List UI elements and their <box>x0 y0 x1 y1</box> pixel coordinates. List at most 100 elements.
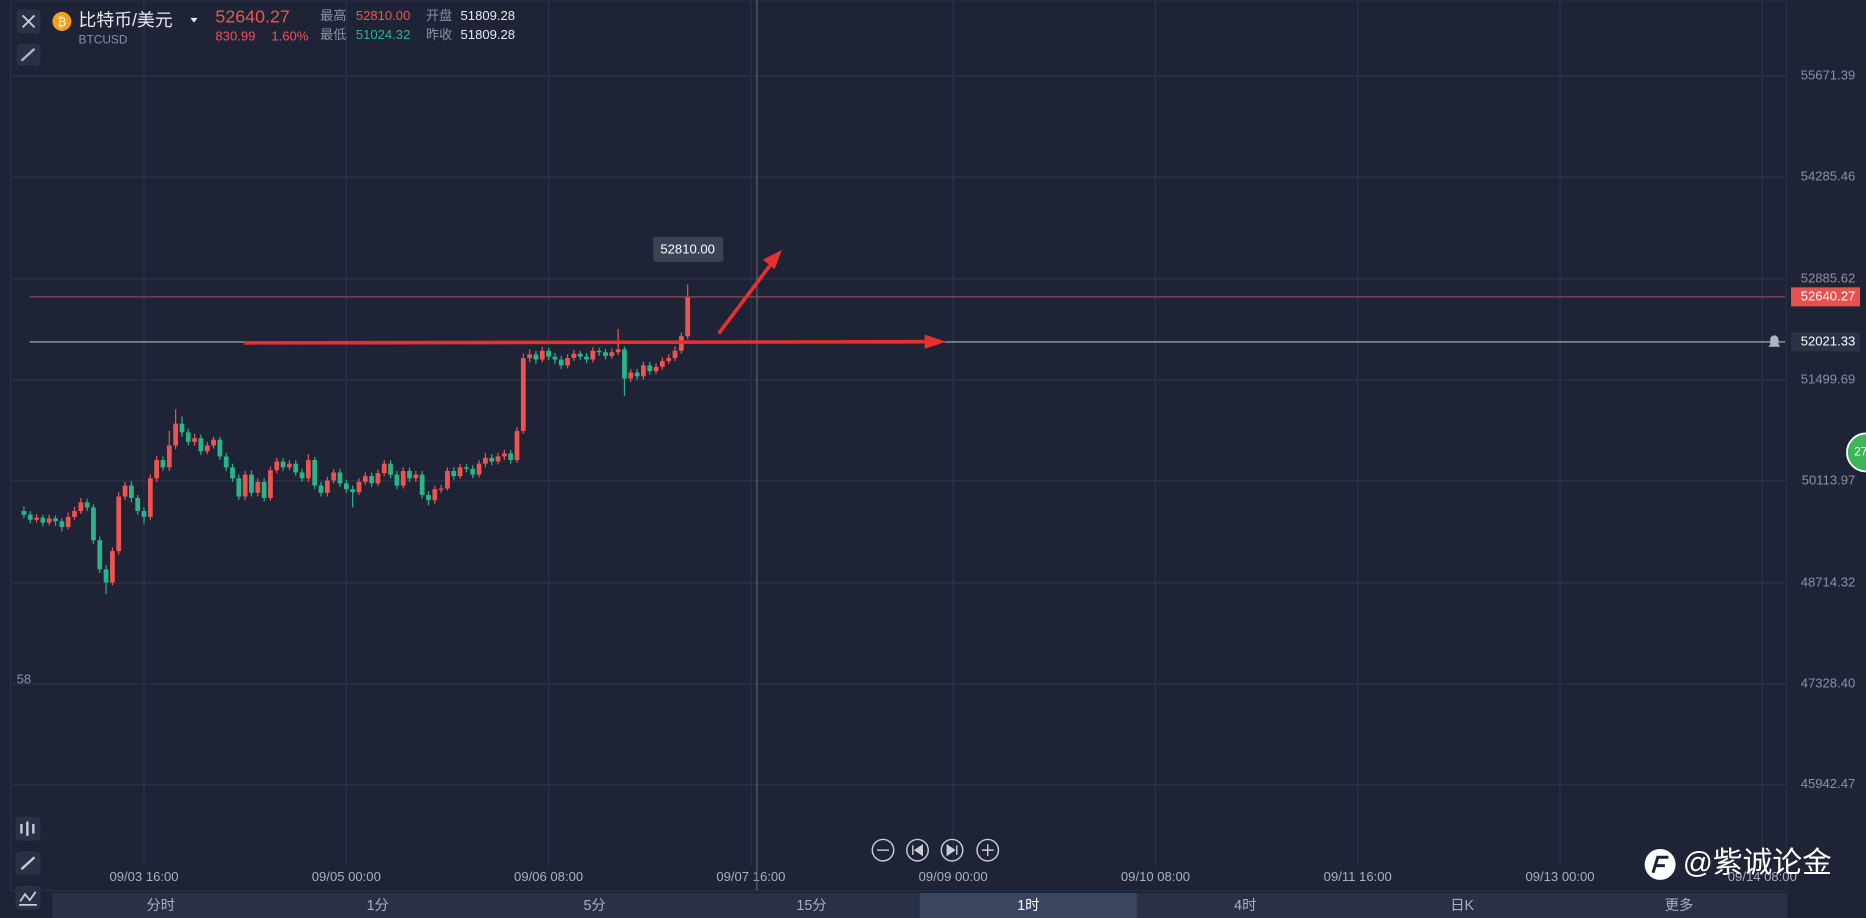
x-tick-label: 09/05 00:00 <box>312 869 381 884</box>
candle-body <box>268 470 273 498</box>
price-label: 52640.27 <box>1801 288 1856 303</box>
price-label: 52021.33 <box>1801 333 1856 348</box>
badge[interactable] <box>1846 432 1866 473</box>
candle-body <box>508 453 514 461</box>
icon <box>912 844 924 857</box>
y-tick-label: 50113.97 <box>1802 472 1856 487</box>
tab-label: 日K <box>1450 898 1474 914</box>
candle-body <box>660 360 665 367</box>
y-tick-label: 54285.46 <box>1801 168 1856 183</box>
candle-body <box>369 476 374 484</box>
candle-body <box>72 511 77 517</box>
candle-body <box>40 517 46 523</box>
annotation-arrows <box>243 250 947 349</box>
grid: 45942.47 47328.40 48714.32 50113.97 51499.69… <box>11 0 1856 884</box>
tool-icon <box>20 856 36 871</box>
candle-body <box>173 423 179 446</box>
candle-body <box>27 514 33 520</box>
stat-label: 开盘 <box>426 7 452 23</box>
x-tick-label: 09/07 16:00 <box>716 869 785 884</box>
candle-body <box>464 467 469 469</box>
candle-body <box>394 474 400 486</box>
alert-bell <box>1768 335 1781 347</box>
candle-body <box>381 463 387 474</box>
candle-body <box>615 349 621 353</box>
candle-body <box>350 489 356 493</box>
y-tick-label: 47328.40 <box>1801 675 1856 690</box>
candle-body <box>34 517 39 520</box>
candle-body <box>324 480 330 493</box>
dropdown-icon[interactable] <box>190 17 198 23</box>
candle-body <box>343 483 349 490</box>
stat-label: 昨收 <box>426 27 452 42</box>
zoom-in[interactable] <box>976 838 1000 862</box>
tab-label: 15分 <box>796 897 826 914</box>
candle-body <box>362 476 368 482</box>
candle-body <box>141 511 147 517</box>
candle-body <box>192 438 197 442</box>
candle-body <box>482 457 488 464</box>
candle-body <box>331 472 337 481</box>
candle-body <box>122 485 128 497</box>
candle-body <box>287 463 292 468</box>
symbol-name[interactable]: 比特币/美元 <box>79 10 173 30</box>
candle-body <box>204 445 210 452</box>
candle-body <box>552 356 558 360</box>
candle-body <box>274 461 280 471</box>
candle-body <box>217 439 223 457</box>
candle-body <box>223 456 229 468</box>
x-tick-label: 09/11 16:00 <box>1324 869 1392 884</box>
candle-body <box>672 350 678 359</box>
y-tick-label: 48714.32 <box>1801 574 1856 589</box>
candle-body <box>293 463 299 473</box>
zoom-out[interactable] <box>871 838 895 862</box>
candle-body <box>305 460 311 479</box>
tool-icon <box>20 821 35 836</box>
coin-glyph: ₿ <box>57 15 66 29</box>
candle-body <box>116 496 122 552</box>
watermark: @紫诚论金 <box>1683 846 1832 879</box>
last-price: 52640.27 <box>215 7 289 27</box>
candle-body <box>457 467 463 477</box>
candle-body <box>400 470 406 486</box>
candle-body <box>647 365 653 372</box>
tab-label: 1时 <box>1017 897 1039 914</box>
x-tick-label: 09/10 08:00 <box>1121 869 1190 884</box>
candle-body <box>432 489 438 501</box>
candle-body <box>166 445 172 468</box>
badge-text: 27 <box>1854 445 1866 459</box>
high-marker-label: 52810.00 <box>660 241 715 256</box>
x-tick-label: 09/03 16:00 <box>109 869 178 884</box>
candle-body <box>160 460 166 468</box>
candle-body <box>53 518 58 522</box>
zoom-controls <box>871 838 1000 862</box>
stat-label: 最高 <box>320 7 346 23</box>
candle-body <box>249 474 254 493</box>
candle-body <box>514 430 520 461</box>
stat-value: 51024.32 <box>356 27 411 42</box>
candle-body <box>375 473 381 484</box>
candle-body <box>622 349 627 379</box>
candle-body <box>641 365 646 377</box>
scroll-end[interactable] <box>940 838 964 862</box>
side-label: 58 <box>17 671 32 686</box>
scroll-start[interactable] <box>906 838 929 862</box>
stat-value: 51809.28 <box>461 8 516 23</box>
candle-body <box>546 350 551 357</box>
high-marker-box <box>653 236 724 262</box>
candle-body <box>337 472 343 484</box>
candle-body <box>65 516 71 528</box>
candle-body <box>603 352 608 356</box>
arrow-head <box>924 334 947 349</box>
candle-body <box>179 423 185 433</box>
stat-value: 51809.28 <box>461 27 516 42</box>
candle-body <box>653 366 659 372</box>
candle-body <box>230 467 235 479</box>
y-tick-label: 52885.62 <box>1801 270 1856 285</box>
candle-body <box>388 463 393 475</box>
candle-body <box>84 502 90 508</box>
tabs: 分时 1分 5分 15分 1时 4时 日K 更多 <box>147 892 1693 918</box>
